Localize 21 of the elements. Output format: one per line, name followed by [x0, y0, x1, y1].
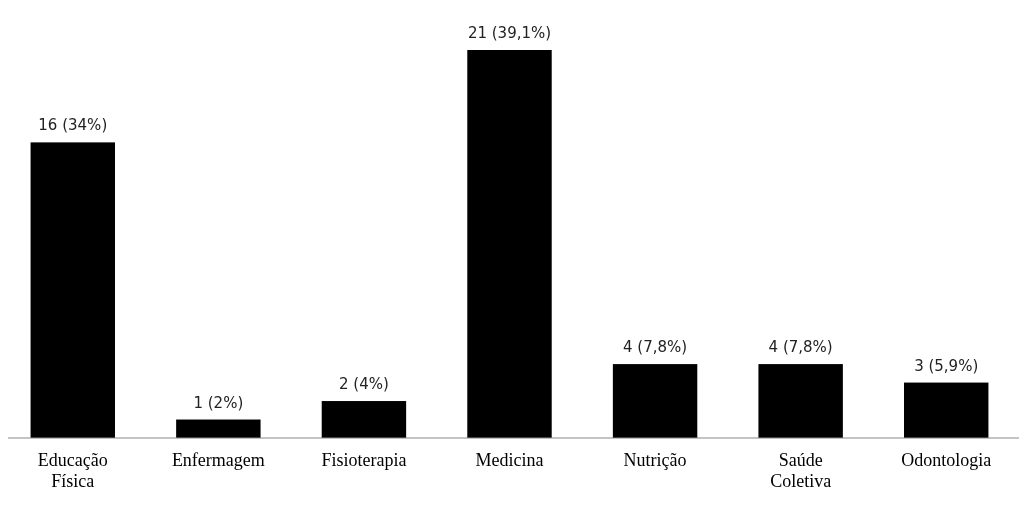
bar — [176, 419, 261, 438]
data-label: 21 (39,1%) — [467, 24, 552, 42]
bar — [467, 50, 552, 438]
bar — [904, 382, 989, 438]
data-label: 2 (4%) — [339, 375, 389, 394]
bar — [30, 142, 115, 438]
data-label: 16 (34%) — [38, 116, 108, 135]
x-tick-label: Educação Física — [37, 450, 108, 491]
x-tick-label: Fisioterapia — [321, 450, 407, 470]
x-tick-label: Nutrição — [623, 450, 687, 470]
x-tick-label: Odontologia — [901, 450, 992, 470]
data-label: 1 (2%) — [193, 393, 244, 412]
bar — [612, 364, 698, 438]
bar — [321, 401, 407, 438]
x-tick-label: Saúde Coletiva — [770, 450, 832, 491]
bar — [758, 364, 843, 438]
data-label: 4 (7,8%) — [623, 338, 688, 357]
data-label: 4 (7,8%) — [768, 338, 833, 357]
x-tick-label: Enfermagem — [171, 450, 265, 470]
data-label: 3 (5,9%) — [914, 356, 979, 375]
x-tick-label: Medicina — [475, 450, 544, 470]
